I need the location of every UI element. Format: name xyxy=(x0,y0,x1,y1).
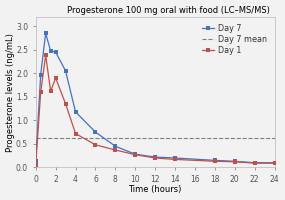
Day 1 xyxy=(94,144,97,146)
Day 7 xyxy=(233,160,237,162)
Day 1 xyxy=(54,77,57,79)
Day 1 xyxy=(64,103,67,105)
Day 7 xyxy=(49,50,52,52)
Day 7 mean xyxy=(34,137,37,139)
X-axis label: Time (hours): Time (hours) xyxy=(129,185,182,194)
Day 7 xyxy=(153,156,157,158)
Day 1 xyxy=(134,154,137,156)
Day 1 xyxy=(233,161,237,163)
Day 7 xyxy=(94,131,97,133)
Y-axis label: Progesterone levels (ng/mL): Progesterone levels (ng/mL) xyxy=(5,33,15,152)
Day 1 xyxy=(213,160,217,162)
Day 1 xyxy=(253,162,256,164)
Day 7 xyxy=(74,111,77,113)
Line: Day 7: Day 7 xyxy=(34,31,276,164)
Day 1 xyxy=(153,157,157,159)
Day 7 xyxy=(273,162,276,164)
Legend: Day 7, Day 7 mean, Day 1: Day 7, Day 7 mean, Day 1 xyxy=(201,22,268,57)
Day 7 xyxy=(253,162,256,164)
Day 1 xyxy=(173,158,177,161)
Line: Day 1: Day 1 xyxy=(34,54,276,167)
Day 7 xyxy=(173,157,177,159)
Day 7 xyxy=(39,73,42,76)
Day 1 xyxy=(49,90,52,92)
Text: Progesterone 100 mg oral with food (LC–MS/MS): Progesterone 100 mg oral with food (LC–M… xyxy=(67,6,270,15)
Day 1 xyxy=(34,164,37,166)
Day 7 xyxy=(44,32,47,34)
Day 1 xyxy=(39,91,42,93)
Day 7 xyxy=(114,145,117,147)
Day 1 xyxy=(44,54,47,57)
Day 7 xyxy=(54,51,57,53)
Day 7 xyxy=(134,153,137,155)
Day 7 mean xyxy=(44,137,47,139)
Day 7 xyxy=(34,160,37,162)
Day 1 xyxy=(273,162,276,164)
Day 1 xyxy=(74,132,77,135)
Day 7 xyxy=(213,159,217,162)
Day 7 xyxy=(64,70,67,72)
Day 1 xyxy=(114,149,117,151)
